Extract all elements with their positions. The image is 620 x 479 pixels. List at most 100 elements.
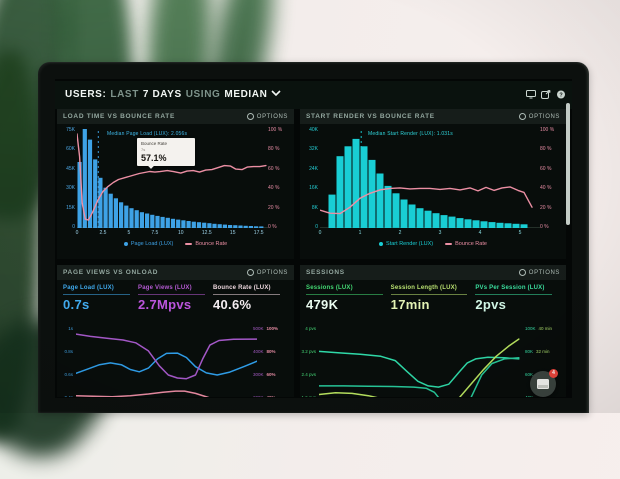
metric-label: Page Views (LUX) bbox=[138, 285, 192, 291]
axis-tick-label: 2 bbox=[398, 230, 402, 236]
chart-legend: Page Load (LUX) Bounce Rate bbox=[57, 241, 294, 247]
sessions-line-chart bbox=[319, 338, 520, 397]
y-axis-left: 40K 32K 24K 16K 8K 0 bbox=[301, 127, 318, 230]
axis-tick-label: 12.5 bbox=[201, 230, 212, 236]
metric: Page Views (LUX) 2.7Mpvs bbox=[138, 285, 213, 312]
options-label: OPTIONS bbox=[528, 113, 560, 120]
options-button[interactable]: OPTIONS bbox=[246, 113, 288, 120]
axis-tick-label: 400K bbox=[253, 349, 264, 354]
envelope-icon bbox=[537, 379, 549, 389]
axis-tick-label: 100 % bbox=[268, 127, 283, 133]
axis-tick-label: 2.5 bbox=[99, 230, 107, 236]
tooltip-subtitle: 7s bbox=[141, 147, 146, 152]
chevron-down-icon bbox=[271, 90, 282, 96]
axis-tick-pair: 40K bbox=[525, 395, 536, 397]
legend-label: Page Load (LUX) bbox=[130, 241, 174, 247]
axis-tick-pair: 200K40% bbox=[253, 395, 276, 397]
legend-item[interactable]: Bounce Rate bbox=[445, 241, 487, 247]
axis-tick-label: 60 % bbox=[540, 165, 552, 172]
dashboard-header-bar: USERS: LAST 7 DAYS USING MEDIAN ? bbox=[55, 81, 572, 109]
axis-tick-label: 3.2 pvs bbox=[301, 349, 316, 354]
axis-tick-label: 40K bbox=[525, 395, 533, 397]
axis-tick-label: 2.4 pvs bbox=[301, 372, 316, 377]
panel-load-time-vs-bounce-rate: LOAD TIME VS BOUNCE RATE OPTIONS 75K 60K 4… bbox=[57, 109, 294, 259]
options-button[interactable]: OPTIONS bbox=[518, 113, 560, 120]
axis-tick-label: 24K bbox=[309, 165, 318, 172]
dashboard-grid: LOAD TIME VS BOUNCE RATE OPTIONS 75K 60K 4… bbox=[57, 109, 566, 397]
help-icon[interactable]: ? bbox=[556, 90, 566, 99]
options-button[interactable]: OPTIONS bbox=[246, 269, 288, 276]
tooltip-value: 57.1% bbox=[141, 153, 167, 163]
metric-underline bbox=[390, 294, 468, 295]
gear-icon bbox=[518, 113, 526, 120]
axis-tick-label: 1 bbox=[358, 230, 362, 236]
legend-dot bbox=[123, 242, 128, 246]
metric: Bounce Rate (LUX) 40.6% bbox=[213, 285, 288, 312]
header-title-part: USERS: bbox=[65, 89, 107, 100]
header-title-part: 7 DAYS bbox=[142, 89, 182, 100]
axis-tick-label: 40 % bbox=[540, 185, 552, 192]
legend-item[interactable]: Start Render (LUX) bbox=[379, 241, 433, 247]
y-axis-right: 100 % 80 % 60 % 40 % 20 % 0 % bbox=[268, 127, 293, 230]
svg-text:?: ? bbox=[559, 92, 563, 98]
legend-label: Bounce Rate bbox=[455, 241, 487, 247]
y-axis-left: 1s 0.8s 0.6s 0.4s bbox=[58, 326, 74, 397]
axis-tick-pair: 400K 80% bbox=[253, 349, 276, 354]
axis-tick-label: 0 bbox=[75, 230, 79, 236]
header-title-part: MEDIAN bbox=[224, 89, 268, 100]
vertical-scrollbar[interactable] bbox=[566, 103, 570, 225]
axis-tick-label: 15 bbox=[229, 230, 236, 236]
axis-tick-pair: 500K 100% bbox=[253, 326, 278, 331]
legend-item[interactable]: Bounce Rate bbox=[185, 241, 227, 247]
load-time-histogram bbox=[77, 129, 268, 228]
metric: Sessions (LUX) 479K bbox=[306, 285, 391, 312]
legend-label: Bounce Rate bbox=[195, 241, 228, 247]
gear-icon bbox=[246, 113, 254, 120]
time-range-dropdown[interactable]: USERS: LAST 7 DAYS USING MEDIAN bbox=[65, 89, 282, 100]
options-button[interactable]: OPTIONS bbox=[518, 269, 560, 276]
axis-tick-label: 40 min bbox=[538, 326, 553, 331]
legend-line bbox=[445, 243, 453, 245]
metric-summary-row: Sessions (LUX) 479K Session Length (LUX) 17… bbox=[300, 280, 566, 312]
gear-icon bbox=[246, 269, 254, 276]
notification-badge: 4 bbox=[549, 369, 558, 378]
metric-label: Sessions (LUX) bbox=[306, 285, 353, 291]
metric-label: Session Length (LUX) bbox=[390, 285, 458, 291]
axis-tick-label: 60K bbox=[525, 372, 534, 377]
metric-underline bbox=[475, 294, 553, 295]
axis-tick-pair: 100K 40 min bbox=[525, 326, 552, 331]
laptop: USERS: LAST 7 DAYS USING MEDIAN ? bbox=[38, 62, 589, 413]
x-axis: 0 1 2 3 4 5 bbox=[318, 230, 540, 237]
metric: Session Length (LUX) 17min bbox=[390, 285, 476, 312]
y-axis-left: 75K 60K 45K 30K 15K 0 bbox=[58, 127, 75, 230]
x-axis: 0 2.5 5 7.5 10 12.5 15 17.5 bbox=[75, 230, 268, 237]
axis-tick-label: 80 % bbox=[540, 146, 552, 153]
axis-tick-label: 60K bbox=[66, 146, 75, 153]
panel-header: SESSIONS OPTIONS bbox=[300, 265, 566, 280]
axis-tick-label: 0.8s bbox=[64, 349, 73, 354]
axis-tick-label: 40K bbox=[309, 127, 318, 133]
axis-tick-label: 40% bbox=[267, 395, 276, 397]
metric-value: 2.7Mpvs bbox=[138, 297, 192, 312]
y-axis-right: 100 % 80 % 60 % 40 % 20 % 0 % bbox=[540, 127, 565, 230]
axis-tick-label: 0 bbox=[318, 230, 322, 236]
display-icon[interactable] bbox=[526, 90, 536, 99]
axis-tick-label: 80K bbox=[525, 349, 534, 354]
metric-value: 17min bbox=[390, 297, 430, 312]
options-label: OPTIONS bbox=[528, 269, 560, 276]
panel-title: LOAD TIME VS BOUNCE RATE bbox=[63, 113, 176, 120]
axis-tick-label: 15K bbox=[66, 204, 75, 211]
axis-tick-label: 0.4s bbox=[64, 395, 73, 397]
options-label: OPTIONS bbox=[256, 269, 288, 276]
header-title-part: USING bbox=[185, 89, 221, 100]
axis-tick-label: 3 bbox=[438, 230, 442, 236]
metric: PVs Per Session (LUX) 2pvs bbox=[475, 285, 560, 312]
legend-item[interactable]: Page Load (LUX) bbox=[123, 241, 174, 247]
share-icon[interactable] bbox=[541, 90, 551, 99]
axis-tick-label: 1.6 pvs bbox=[301, 395, 316, 397]
axis-tick-label: 20 % bbox=[268, 204, 280, 211]
axis-tick-pair: 300K 60% bbox=[253, 372, 276, 377]
metric-underline bbox=[63, 294, 130, 295]
messenger-button[interactable]: 4 bbox=[530, 369, 558, 397]
axis-tick-label: 5 bbox=[518, 230, 522, 236]
